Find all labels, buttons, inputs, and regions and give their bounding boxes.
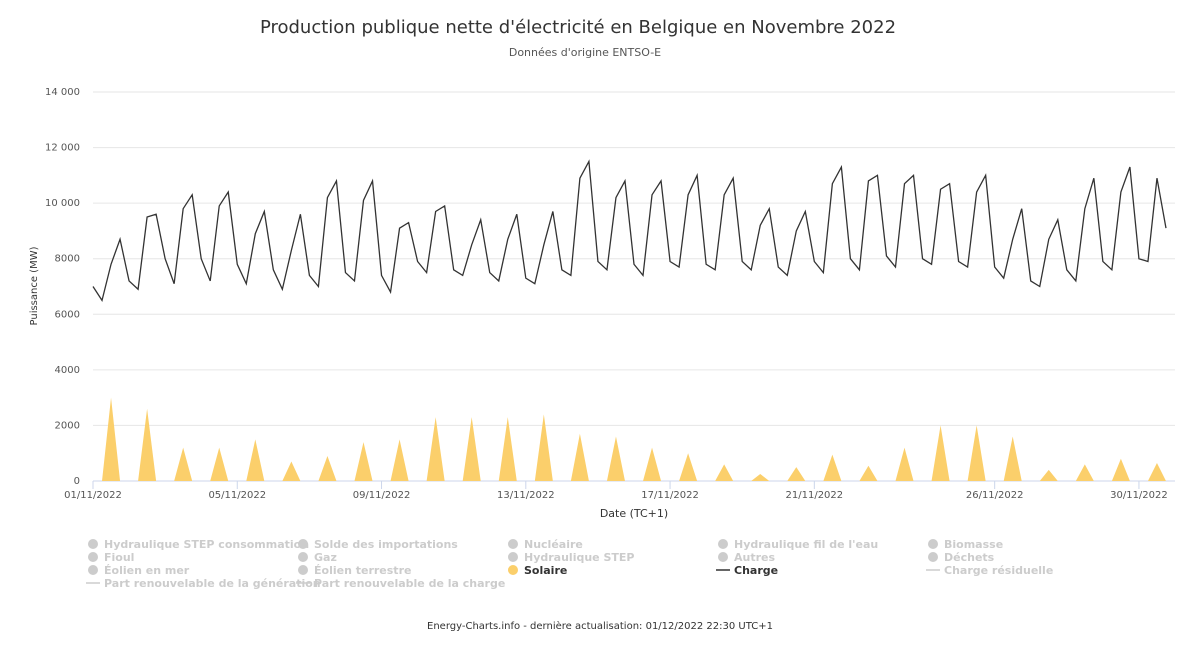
x-tick-label: 13/11/2022 [497, 490, 555, 501]
legend-marker [508, 552, 518, 562]
legend-marker [928, 552, 938, 562]
y-tick-label: 0 [74, 476, 80, 487]
legend-label[interactable]: Éolien terrestre [314, 564, 411, 577]
legend-marker [928, 539, 938, 549]
x-tick-label: 09/11/2022 [353, 490, 411, 501]
footer: Energy-Charts.info - dernière actualisat… [427, 620, 773, 632]
legend-label[interactable]: Éolien en mer [104, 564, 190, 577]
y-tick-label: 6000 [55, 309, 80, 320]
x-tick-label: 01/11/2022 [64, 490, 122, 501]
load-line [92, 159, 1167, 303]
legend-label[interactable]: Charge résiduelle [944, 564, 1053, 577]
x-axis-label: Date (TC+1) [600, 507, 668, 520]
legend-marker [88, 552, 98, 562]
legend-label[interactable]: Solaire [524, 564, 567, 577]
legend-label[interactable]: Biomasse [944, 538, 1003, 551]
y-axis-label: Puissance (MW) [29, 246, 40, 325]
x-tick-label: 30/11/2022 [1110, 490, 1168, 501]
legend-label[interactable]: Autres [734, 551, 775, 564]
legend-label[interactable]: Solde des importations [314, 538, 458, 551]
x-tick-label: 05/11/2022 [208, 490, 266, 501]
chart-title: Production publique nette d'électricité … [260, 17, 896, 38]
legend-label[interactable]: Hydraulique STEP consommation [104, 538, 309, 551]
y-tick-label: 2000 [55, 420, 80, 431]
y-tick-label: 4000 [55, 365, 80, 376]
legend-label[interactable]: Fioul [104, 551, 134, 564]
x-tick-label: 21/11/2022 [786, 490, 844, 501]
y-tick-label: 14 000 [45, 87, 80, 98]
legend-label[interactable]: Charge [734, 564, 778, 577]
legend-label[interactable]: Part renouvelable de la génération [104, 577, 321, 590]
legend-label[interactable]: Gaz [314, 551, 337, 564]
legend-marker [718, 539, 728, 549]
legend-marker [718, 552, 728, 562]
legend-label[interactable]: Hydraulique STEP [524, 551, 634, 564]
legend-marker [298, 539, 308, 549]
legend-marker [88, 539, 98, 549]
legend-label[interactable]: Hydraulique fil de l'eau [734, 538, 878, 551]
legend-marker [508, 565, 518, 575]
y-tick-label: 8000 [55, 254, 80, 265]
legend-marker [508, 539, 518, 549]
y-tick-label: 10 000 [45, 198, 80, 209]
legend-label[interactable]: Nucléaire [524, 538, 583, 551]
solar-area [93, 397, 1166, 481]
y-tick-label: 12 000 [45, 143, 80, 154]
legend-label[interactable]: Part renouvelable de la charge [314, 577, 505, 590]
legend-marker [88, 565, 98, 575]
x-tick-label: 26/11/2022 [966, 490, 1024, 501]
x-tick-label: 17/11/2022 [641, 490, 699, 501]
legend-marker [298, 565, 308, 575]
legend-label[interactable]: Déchets [944, 551, 995, 564]
legend-marker [298, 552, 308, 562]
chart-subtitle: Données d'origine ENTSO-E [509, 46, 661, 59]
